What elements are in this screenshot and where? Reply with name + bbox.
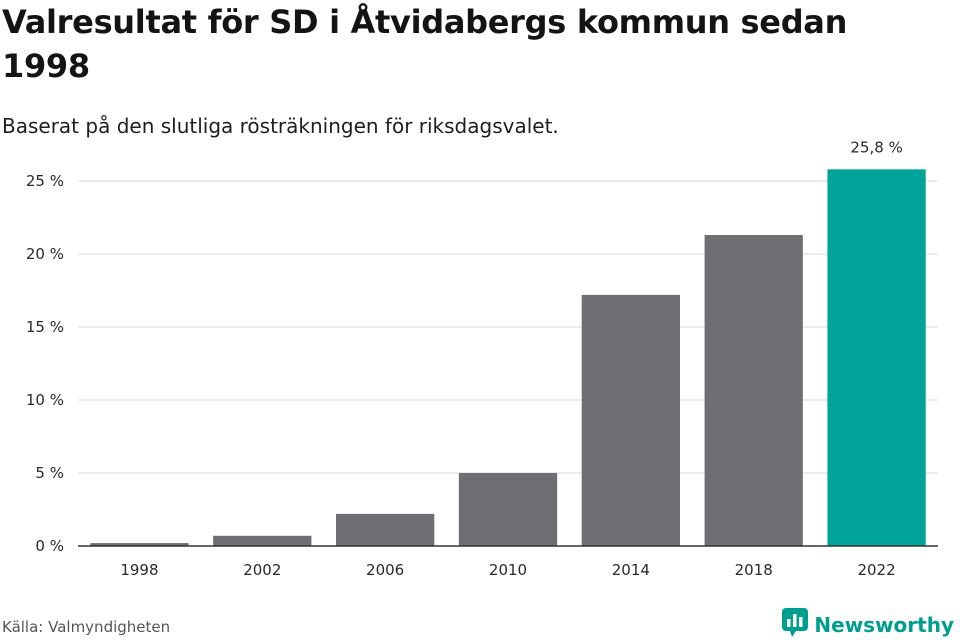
bar-1998	[90, 543, 189, 546]
grid-lines	[78, 180, 938, 474]
brand-name: Newsworthy	[814, 613, 954, 637]
y-tick-labels: 0 % 5 % 10 % 15 % 20 % 25 %	[26, 172, 64, 555]
chart-subtitle: Baserat på den slutliga rösträkningen fö…	[2, 114, 559, 138]
x-tick-label: 2002	[243, 561, 281, 579]
y-tick-label: 0 %	[35, 537, 64, 555]
chart-title: Valresultat för SD i Åtvidabergs kommun …	[2, 3, 848, 85]
newsworthy-logo-icon	[782, 608, 809, 642]
x-tick-label: 1998	[120, 561, 158, 579]
y-tick-label: 10 %	[26, 391, 64, 409]
bar-2010	[458, 473, 558, 546]
bar-2022	[827, 169, 926, 546]
x-tick-label: 2006	[366, 561, 404, 579]
y-tick-label: 20 %	[26, 245, 64, 263]
bar-2006	[336, 513, 435, 546]
data-labels: 25,8 %	[850, 138, 902, 156]
x-tick-label: 2018	[735, 561, 773, 579]
brand-logo: Newsworthy	[782, 608, 954, 642]
y-tick-label: 25 %	[26, 172, 64, 190]
x-tick-label: 2014	[612, 561, 650, 579]
bar-2018	[704, 235, 803, 546]
y-tick-label: 5 %	[35, 464, 64, 482]
bars	[90, 169, 926, 546]
x-tick-labels: 1998 2002 2006 2010 2014 2018 2022	[120, 561, 895, 579]
x-tick-label: 2010	[489, 561, 527, 579]
bar-2014	[581, 294, 680, 546]
x-tick-label: 2022	[857, 561, 895, 579]
data-label: 25,8 %	[850, 138, 902, 156]
bar-2002	[213, 535, 312, 546]
source-note: Källa: Valmyndigheten	[2, 618, 171, 636]
y-tick-label: 15 %	[26, 318, 64, 336]
